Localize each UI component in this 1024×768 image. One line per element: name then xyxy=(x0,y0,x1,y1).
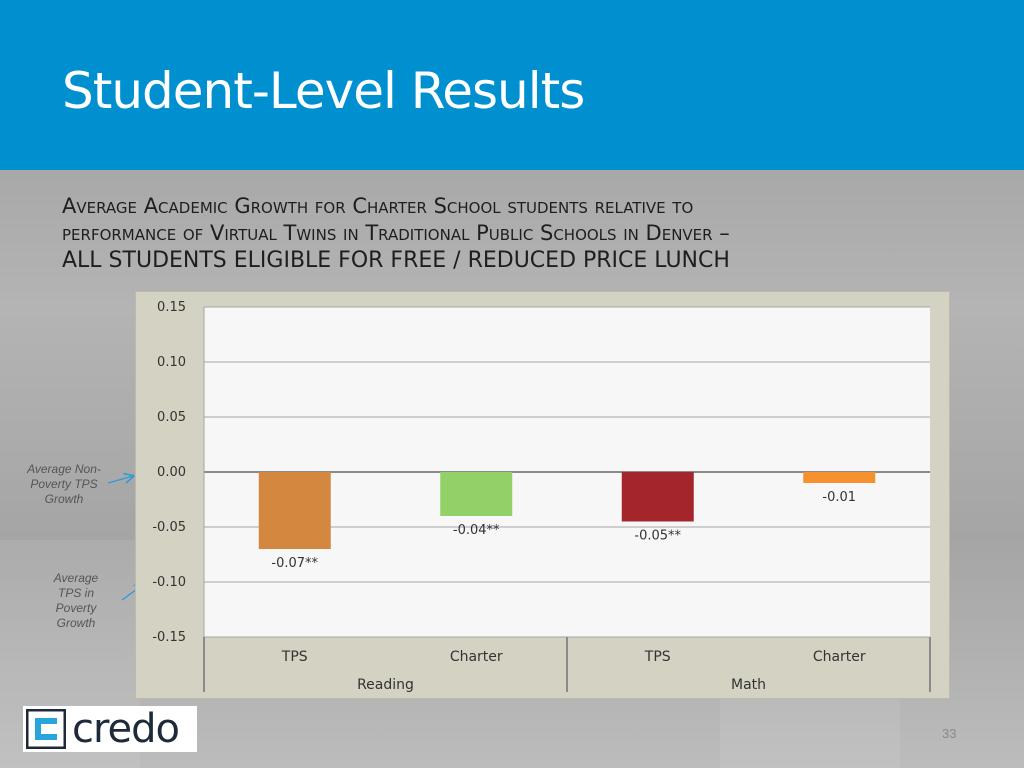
category-label: Charter xyxy=(450,649,503,665)
category-label: TPS xyxy=(644,649,671,665)
group-label: Math xyxy=(731,677,766,693)
subtitle-line-2: performance of Virtual Twins in Traditio… xyxy=(62,221,730,245)
subtitle-line-1: Average Academic Growth for Charter Scho… xyxy=(62,194,694,218)
y-tick-label: -0.05 xyxy=(152,520,186,535)
bar xyxy=(258,472,331,549)
y-tick-label: 0.15 xyxy=(157,300,186,315)
bar xyxy=(803,472,876,483)
bar xyxy=(440,472,513,516)
data-label: -0.01 xyxy=(822,490,856,505)
credo-logo: credo xyxy=(23,706,197,752)
page-number: 33 xyxy=(942,726,957,741)
annotation-non-poverty: Average Non-Poverty TPS Growth xyxy=(27,462,101,506)
group-label: Reading xyxy=(357,677,414,693)
chart-frame: 0.15 0.10 0.05 0.00 -0.05 -0.10 -0.15 -0.07** TP… xyxy=(135,291,950,699)
y-tick-label: 0.05 xyxy=(157,410,186,425)
data-label: -0.05** xyxy=(634,529,681,544)
annotation-poverty: Average TPS in Poverty Growth xyxy=(53,571,99,630)
y-tick-label: 0.10 xyxy=(157,355,186,370)
bar xyxy=(621,472,694,522)
data-label: -0.07** xyxy=(271,556,318,571)
bar-chart: 0.15 0.10 0.05 0.00 -0.05 -0.10 -0.15 -0.07** TP… xyxy=(152,300,931,693)
category-label: TPS xyxy=(281,649,308,665)
subtitle-line-3: ALL STUDENTS ELIGIBLE FOR FREE / REDUCED… xyxy=(62,248,730,273)
credo-logo-icon xyxy=(26,709,66,749)
page-title: Student-Level Results xyxy=(62,62,585,120)
category-label: Charter xyxy=(813,649,866,665)
y-tick-label: 0.00 xyxy=(157,465,186,480)
credo-logo-text: credo xyxy=(72,706,180,752)
chart-subtitle: Average Academic Growth for Charter Scho… xyxy=(62,193,942,274)
data-label: -0.04** xyxy=(453,523,500,538)
header-bar: Student-Level Results xyxy=(0,0,1024,170)
arrow-non-poverty xyxy=(107,476,133,484)
y-tick-label: -0.10 xyxy=(152,575,186,590)
y-tick-label: -0.15 xyxy=(152,630,186,645)
